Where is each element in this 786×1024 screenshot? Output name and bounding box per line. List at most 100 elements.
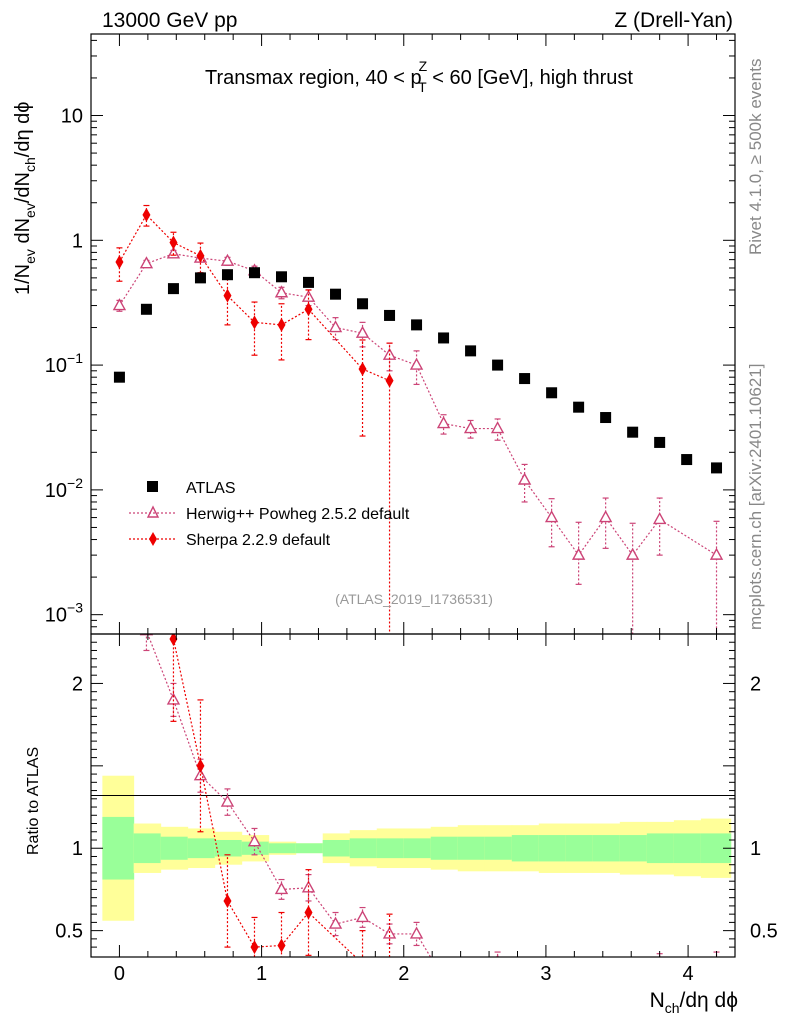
x-label-sub: ch	[665, 1000, 680, 1016]
herwig-point	[139, 634, 154, 636]
legend-sherpa-marker	[149, 532, 157, 546]
atlas-point	[600, 412, 612, 424]
inner-uncertainty-band	[538, 835, 567, 862]
herwig-point	[490, 421, 505, 434]
y-label-sub: ev	[22, 249, 38, 264]
y-label-part: dN	[12, 218, 34, 249]
sherpa-point	[196, 758, 205, 773]
sherpa-point	[385, 373, 394, 388]
atlas-point	[573, 401, 585, 413]
herwig-point	[355, 909, 370, 923]
inner-uncertainty-band	[565, 835, 594, 862]
atlas-point	[167, 283, 179, 295]
y-tick-base: 10	[45, 605, 67, 627]
y-tick-label: 10	[61, 106, 83, 128]
herwig-point	[463, 421, 478, 434]
atlas-point	[221, 269, 233, 281]
ratio-y-tick-label-right: 2	[750, 673, 761, 695]
herwig-point	[465, 967, 476, 977]
x-tick-label: 4	[683, 963, 694, 985]
atlas-point	[681, 454, 693, 466]
y-label-sub: ch	[22, 157, 38, 172]
herwig-series-line	[118, 253, 717, 557]
herwig-point	[546, 991, 557, 1001]
herwig-point	[409, 926, 424, 939]
sherpa-series-line	[172, 634, 357, 957]
herwig-point	[652, 511, 667, 525]
atlas-point	[140, 303, 152, 315]
atlas-point	[357, 298, 369, 310]
herwig-point	[274, 881, 289, 895]
y-tick-exponent: −1	[67, 350, 83, 366]
y-tick-base: 1	[72, 230, 83, 252]
analysis-tag: (ATLAS_2019_I1736531)	[335, 591, 493, 607]
herwig-point	[571, 547, 586, 560]
x-tick-label: 0	[114, 963, 125, 985]
legend: ATLAS Herwig++ Powheg 2.5.2 default Sher…	[129, 480, 410, 549]
process-label: Z (Drell-Yan)	[614, 9, 733, 32]
y-tick-exponent: −3	[67, 600, 83, 616]
y-tick-base: 10	[45, 355, 67, 377]
herwig-point	[114, 389, 125, 399]
y-tick-label: 1	[72, 230, 83, 252]
herwig-point	[247, 834, 262, 847]
legend-sherpa-label: Sherpa 2.2.9 default	[186, 532, 331, 549]
herwig-point	[573, 996, 584, 1006]
inner-uncertainty-band	[214, 839, 243, 857]
atlas-point	[438, 332, 450, 344]
ratio-uncertainty-bands	[102, 775, 732, 921]
atlas-point	[465, 345, 477, 357]
herwig-point	[355, 325, 370, 338]
legend-atlas-marker	[147, 481, 158, 492]
herwig-point	[220, 253, 235, 266]
inner-uncertainty-band	[646, 833, 675, 864]
sherpa-point	[142, 83, 150, 97]
mcplots-label: mcplots.cern.ch [arXiv:2401.10621]	[746, 364, 765, 630]
inner-uncertainty-band	[403, 838, 432, 859]
sherpa-series-line	[118, 213, 390, 382]
herwig-point	[301, 289, 316, 302]
inner-uncertainty-band	[349, 838, 378, 859]
sherpa-point	[115, 255, 124, 270]
herwig-point	[328, 320, 343, 333]
y-tick-label: 10−1	[45, 350, 83, 377]
y-label-sub: ev	[22, 203, 38, 218]
herwig-point	[112, 298, 127, 311]
x-tick-label: 2	[398, 963, 409, 985]
y-label-part: /dN	[12, 172, 34, 203]
y-tick-label: 10−3	[45, 600, 83, 627]
herwig-point	[436, 416, 451, 429]
atlas-point	[654, 436, 666, 448]
axis-ticks	[90, 34, 735, 957]
atlas-point	[194, 272, 206, 284]
y-tick-exponent: −2	[67, 475, 83, 491]
rivet-version-label: Rivet 4.1.0, ≥ 500k events	[746, 59, 765, 255]
inner-uncertainty-band	[484, 836, 513, 860]
herwig-point	[274, 285, 289, 298]
inner-uncertainty-band	[619, 835, 648, 862]
herwig-point	[711, 974, 722, 984]
sherpa-point	[304, 905, 313, 920]
inner-uncertainty-band	[592, 835, 621, 862]
inner-uncertainty-band	[376, 838, 405, 859]
plot-title-superscript: Z	[419, 58, 428, 74]
main-panel-series	[112, 204, 724, 634]
x-axis-label: Nch/dη dϕ	[650, 989, 738, 1016]
inner-uncertainty-band	[295, 843, 324, 854]
legend-atlas-label: ATLAS	[186, 480, 236, 497]
atlas-point	[627, 426, 639, 438]
herwig-point	[709, 547, 724, 560]
herwig-point	[139, 256, 154, 269]
inner-uncertainty-band	[322, 839, 351, 857]
legend-herwig-label: Herwig++ Powheg 2.5.2 default	[186, 506, 410, 523]
inner-uncertainty-band	[241, 841, 270, 855]
inner-uncertainty-band	[268, 843, 297, 854]
atlas-point	[303, 276, 315, 288]
herwig-point	[600, 981, 611, 991]
inner-uncertainty-band	[160, 836, 189, 860]
ratio-y-tick-label: 2	[72, 673, 83, 695]
herwig-point	[328, 916, 343, 929]
sherpa-point	[277, 317, 286, 332]
sherpa-point	[223, 288, 232, 303]
